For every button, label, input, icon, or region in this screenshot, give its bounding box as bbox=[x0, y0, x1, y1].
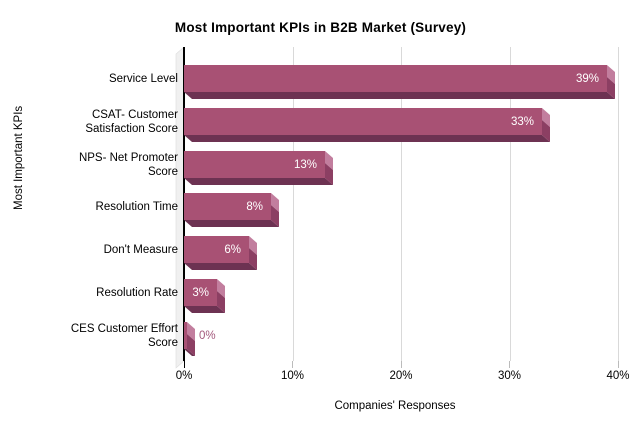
bar-shape bbox=[184, 322, 195, 356]
bar bbox=[184, 279, 226, 314]
bar-value-label: 39% bbox=[575, 73, 599, 85]
category-label: CES Customer Effort Score bbox=[70, 322, 178, 349]
x-tick-label: 10% bbox=[280, 370, 305, 382]
bar-shape bbox=[184, 193, 279, 227]
bar bbox=[184, 193, 280, 228]
bar bbox=[184, 151, 334, 186]
x-tick bbox=[183, 361, 185, 368]
gridline bbox=[618, 47, 619, 361]
x-tick bbox=[292, 361, 293, 368]
x-axis-title: Companies' Responses bbox=[334, 400, 456, 412]
bar-shape bbox=[184, 65, 615, 99]
bar bbox=[184, 108, 551, 143]
x-tick bbox=[509, 361, 510, 368]
bar-shape bbox=[184, 279, 225, 313]
bar bbox=[184, 322, 196, 357]
chart-title: Most Important KPIs in B2B Market (Surve… bbox=[174, 20, 467, 35]
bar-shape bbox=[184, 151, 333, 185]
category-label: Resolution Rate bbox=[96, 286, 178, 299]
bar-shape bbox=[184, 236, 257, 270]
bar bbox=[184, 65, 616, 100]
bar-value-label: 8% bbox=[246, 201, 263, 213]
x-tick bbox=[617, 361, 619, 368]
x-tick-label: 0% bbox=[175, 370, 193, 382]
bar bbox=[184, 236, 258, 271]
category-label: NPS- Net Promoter Score bbox=[78, 151, 178, 178]
category-label: Service Level bbox=[108, 72, 178, 85]
category-label: CSAT- Customer Satisfaction Score bbox=[85, 108, 178, 135]
category-label: Resolution Time bbox=[95, 200, 178, 213]
x-tick-label: 20% bbox=[389, 370, 413, 382]
gridline bbox=[401, 47, 402, 361]
x-tick-label: 30% bbox=[497, 370, 522, 382]
bar-shape bbox=[184, 108, 550, 142]
x-tick bbox=[400, 361, 402, 368]
bar-value-label: 3% bbox=[192, 287, 209, 299]
bar-value-label: 6% bbox=[224, 244, 241, 256]
category-label: Don't Measure bbox=[103, 243, 178, 256]
bar-value-label: 0% bbox=[199, 330, 216, 342]
x-tick-label: 40% bbox=[606, 370, 630, 382]
bar-value-label: 33% bbox=[510, 116, 534, 128]
bar-value-label: 13% bbox=[293, 159, 317, 171]
gridline bbox=[509, 47, 511, 361]
gridline bbox=[292, 47, 294, 361]
